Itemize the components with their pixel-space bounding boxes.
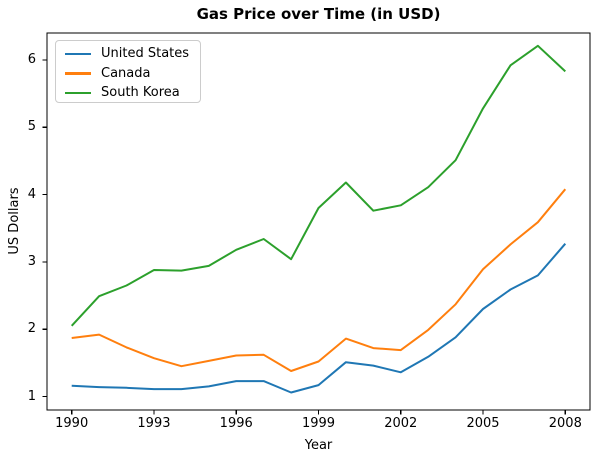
- x-tick-label: 1993: [137, 416, 171, 431]
- y-tick-label: 6: [27, 51, 36, 67]
- y-tick-label: 3: [27, 253, 36, 269]
- series-line-south-korea: [70, 44, 566, 327]
- x-tick-label: 1996: [219, 416, 253, 431]
- chart-title: Gas Price over Time (in USD): [196, 5, 441, 23]
- y-tick-label: 4: [27, 186, 36, 202]
- x-tick-label: 2008: [548, 416, 582, 431]
- series-lines: [70, 44, 567, 394]
- legend-label: South Korea: [101, 85, 180, 101]
- y-tick-label: 1: [27, 388, 36, 404]
- x-axis-label: Year: [304, 438, 333, 453]
- x-tick-label: 2005: [466, 416, 500, 431]
- y-axis-label: US Dollars: [7, 187, 22, 255]
- legend-line-swatch: [65, 72, 91, 75]
- legend: United States Canada South Korea: [55, 40, 201, 103]
- x-tick-label: 1999: [301, 416, 336, 431]
- legend-item-canada: Canada: [56, 64, 200, 84]
- x-tick-label: 1990: [55, 416, 89, 431]
- y-tick-label: 2: [27, 321, 36, 337]
- y-tick-label: 5: [27, 119, 36, 135]
- x-tick-label: 2002: [384, 416, 418, 431]
- legend-line-swatch: [65, 52, 91, 55]
- axis-ticks: [42, 59, 566, 415]
- legend-label: Canada: [101, 65, 151, 81]
- legend-item-south-korea: South Korea: [56, 83, 200, 103]
- legend-item-united-states: United States: [56, 44, 200, 64]
- series-line-united-states: [71, 243, 567, 394]
- series-line-canada: [71, 188, 567, 372]
- legend-label: United States: [101, 46, 190, 62]
- legend-line-swatch: [65, 91, 91, 94]
